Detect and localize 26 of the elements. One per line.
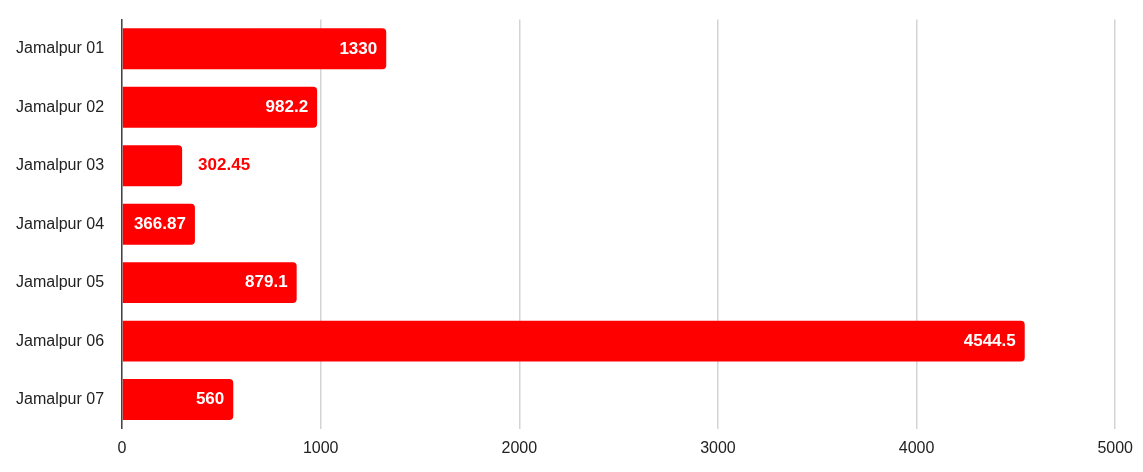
y-tick-label: Jamalpur 06 (16, 331, 105, 349)
y-tick-label: Jamalpur 01 (16, 39, 105, 57)
x-tick-label: 5000 (1097, 438, 1134, 456)
x-tick-label: 1000 (302, 438, 339, 456)
y-tick-label: Jamalpur 04 (16, 214, 105, 232)
bar (122, 145, 183, 187)
bar (122, 28, 387, 70)
data-label: 4544.5 (963, 330, 1016, 350)
y-tick-label: Jamalpur 07 (16, 389, 105, 407)
data-label: 879.1 (245, 272, 288, 292)
data-label: 302.45 (198, 155, 251, 175)
data-label: 560 (195, 389, 225, 409)
x-tick-label: 2000 (501, 438, 538, 456)
bar (122, 320, 1025, 362)
data-label: 1330 (339, 38, 378, 58)
x-tick-label: 4000 (898, 438, 935, 456)
y-tick-label: Jamalpur 02 (16, 97, 105, 115)
bar (122, 86, 318, 128)
data-label: 366.87 (133, 213, 186, 233)
x-tick-label: 3000 (700, 438, 736, 456)
bar (122, 262, 297, 304)
x-tick-label: 0 (117, 438, 127, 456)
y-tick-label: Jamalpur 05 (16, 273, 105, 291)
bar (122, 379, 234, 421)
y-tick-label: Jamalpur 03 (16, 156, 105, 174)
data-label: 982.2 (265, 96, 309, 116)
